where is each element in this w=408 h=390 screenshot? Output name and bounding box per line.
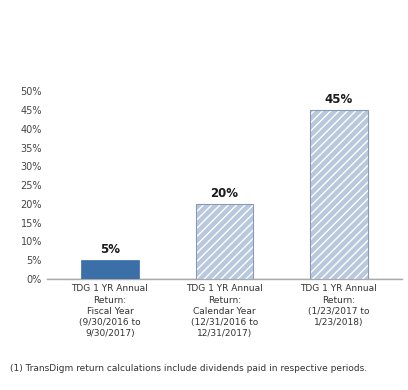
Bar [310,110,368,279]
Text: 45%: 45% [325,93,353,106]
Bar [196,204,253,279]
Text: TransDigm Unusual Volatility:: TransDigm Unusual Volatility: [82,16,326,31]
Bar [81,260,139,279]
Text: 1 Yr Return  (1): 1 Yr Return (1) [140,44,268,58]
Bar [196,204,253,279]
Text: (1) TransDigm return calculations include dividends paid in respective periods.: (1) TransDigm return calculations includ… [10,364,367,374]
Text: 20%: 20% [211,187,238,200]
Bar [196,204,253,279]
Bar [310,110,368,279]
Text: 5%: 5% [100,243,120,256]
Bar [310,110,368,279]
